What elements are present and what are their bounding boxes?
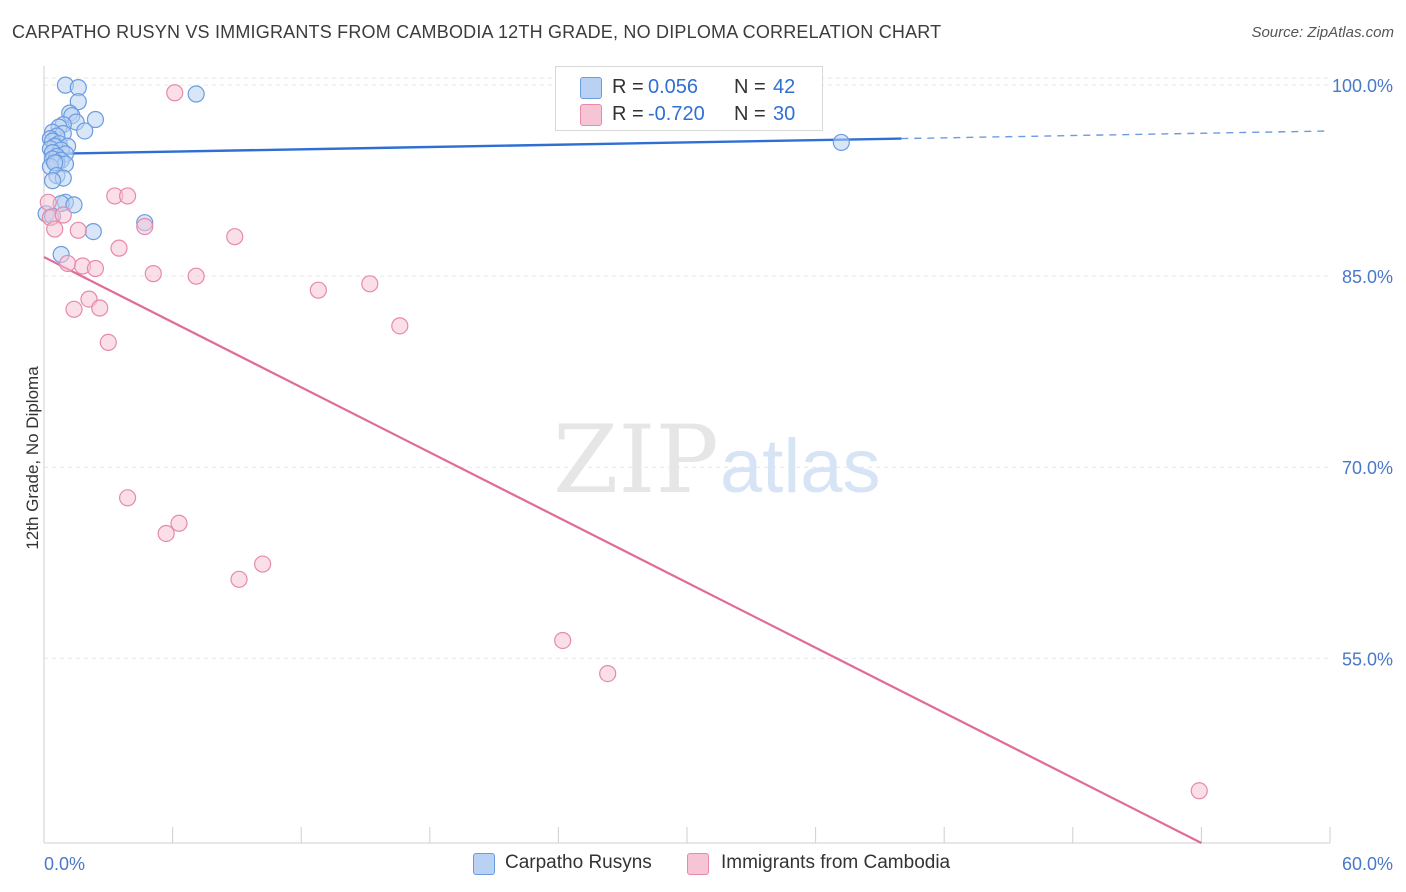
legend-n-value: 30	[773, 103, 796, 125]
point-immigrants-cambodia	[309, 281, 327, 299]
source-note: Source: ZipAtlas.com	[1251, 24, 1394, 41]
x-tick-label: 60.0%	[1342, 854, 1393, 874]
watermark-zip: ZIP	[553, 406, 719, 515]
point-immigrants-cambodia	[39, 193, 57, 211]
correlation-legend: R = 0.056 N = 42 R = -0.720 N = 30	[555, 66, 823, 131]
point-immigrants-cambodia	[554, 631, 572, 650]
legend-n-value: 42	[773, 76, 796, 98]
point-immigrants-cambodia	[254, 555, 272, 573]
point-immigrants-cambodia	[599, 664, 617, 683]
legend-r-value: 0.056	[648, 76, 699, 98]
point-immigrants-cambodia	[136, 217, 154, 236]
chart-title: CARPATHO RUSYN VS IMMIGRANTS FROM CAMBOD…	[12, 22, 942, 42]
bottom-legend-label: Immigrants from Cambodia	[721, 852, 951, 873]
legend-r-label: R =	[612, 76, 644, 98]
point-immigrants-cambodia	[1190, 782, 1208, 800]
point-carpatho-rusyns	[43, 172, 62, 190]
y-tick-label: 70.0%	[1342, 458, 1393, 478]
watermark: ZIP atlas	[553, 406, 881, 515]
bottom-legend-swatch-pink	[687, 853, 709, 875]
x-tick-labels: 0.0% 60.0%	[44, 854, 1393, 874]
y-tick-label: 85.0%	[1342, 267, 1393, 287]
trend-lines	[43, 130, 1331, 844]
point-immigrants-cambodia	[226, 228, 244, 246]
point-carpatho-rusyns	[69, 93, 87, 111]
point-carpatho-rusyns	[65, 196, 83, 214]
point-carpatho-rusyns	[86, 110, 105, 129]
legend-n-label: N =	[734, 103, 766, 125]
point-immigrants-cambodia	[118, 187, 137, 205]
y-tick-labels: 100.0% 85.0% 70.0% 55.0%	[1332, 76, 1393, 669]
legend-r-label: R =	[612, 103, 644, 125]
y-axis-label: 12th Grade, No Diploma	[23, 366, 42, 550]
legend-r-value: -0.720	[648, 103, 705, 125]
point-immigrants-cambodia	[86, 259, 105, 278]
legend-n-label: N =	[734, 76, 766, 98]
bottom-legend-swatch-blue	[473, 853, 495, 875]
point-carpatho-rusyns	[832, 133, 850, 152]
bottom-legend-label: Carpatho Rusyns	[505, 852, 652, 873]
point-immigrants-cambodia	[144, 265, 162, 283]
point-carpatho-rusyns	[76, 122, 94, 140]
point-immigrants-cambodia	[157, 524, 175, 543]
y-tick-label: 55.0%	[1342, 649, 1393, 669]
point-immigrants-cambodia	[166, 84, 184, 102]
point-carpatho-rusyns	[187, 85, 205, 103]
point-immigrants-cambodia	[54, 206, 72, 224]
x-tick-label: 0.0%	[44, 854, 85, 874]
point-immigrants-cambodia	[170, 514, 188, 532]
legend-swatch-blue	[580, 77, 602, 99]
y-tick-label: 100.0%	[1332, 76, 1393, 96]
point-immigrants-cambodia	[230, 570, 248, 588]
point-immigrants-cambodia	[361, 275, 379, 293]
point-immigrants-cambodia	[58, 254, 77, 273]
trend-line-carpatho-rusyns-extension	[901, 130, 1331, 140]
point-immigrants-cambodia	[118, 489, 137, 507]
point-carpatho-rusyns	[84, 222, 102, 241]
trend-line-carpatho-rusyns	[43, 137, 902, 156]
legend-swatch-pink	[580, 104, 602, 126]
point-immigrants-cambodia	[46, 220, 64, 238]
point-immigrants-cambodia	[65, 300, 83, 318]
point-immigrants-cambodia	[391, 317, 409, 335]
point-immigrants-cambodia	[91, 299, 109, 317]
point-immigrants-cambodia	[99, 333, 117, 352]
legend-row-cambodia: R = -0.720 N = 30	[556, 101, 822, 129]
legend-row-carpatho: R = 0.056 N = 42	[556, 74, 822, 102]
point-immigrants-cambodia	[69, 221, 87, 239]
watermark-atlas: atlas	[720, 424, 881, 509]
trend-line-immigrants-cambodia	[43, 256, 1202, 844]
point-immigrants-cambodia	[187, 267, 205, 285]
data-points	[37, 76, 1208, 800]
point-immigrants-cambodia	[110, 239, 128, 257]
